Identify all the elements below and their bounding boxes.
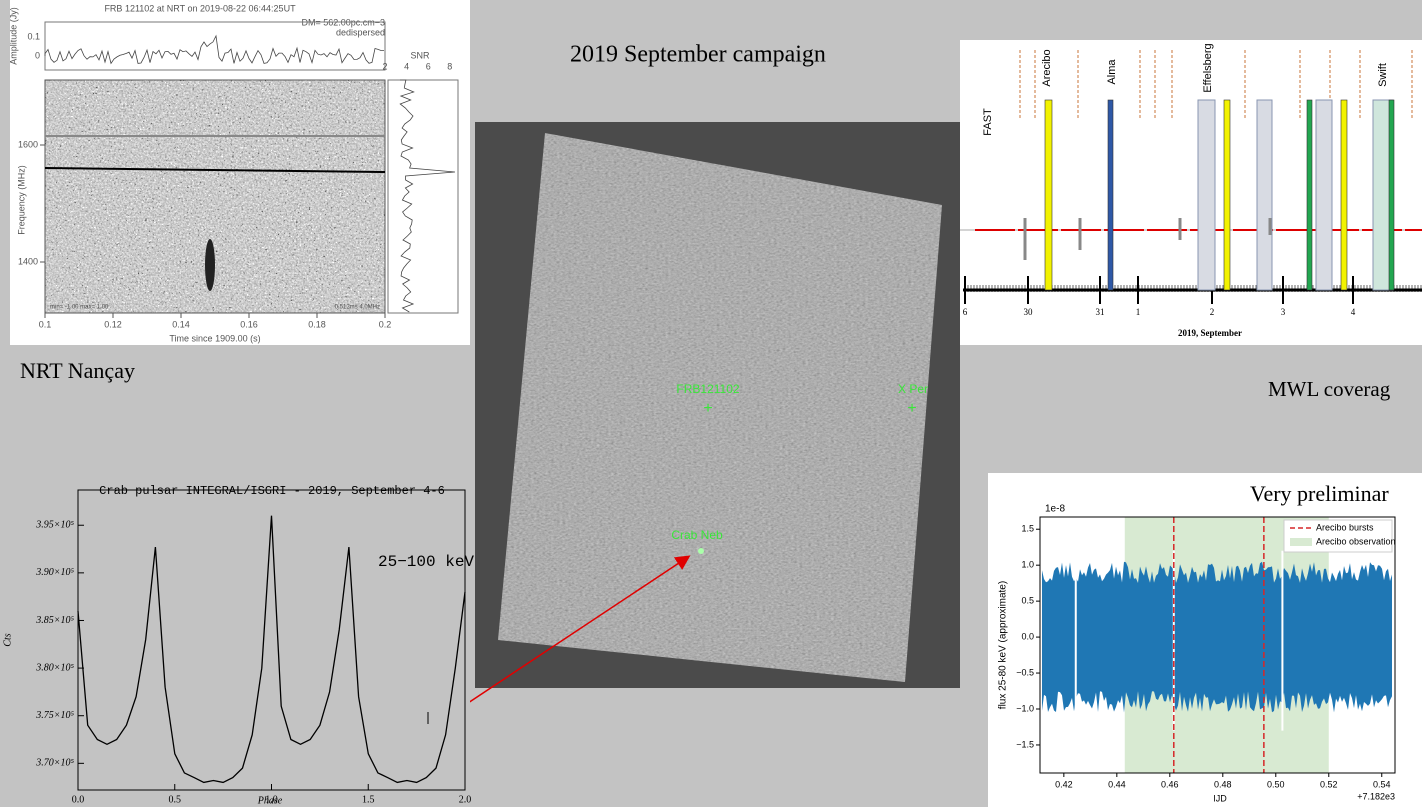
legend-swatch	[1290, 538, 1312, 546]
coverage-box	[1257, 100, 1272, 290]
y-tick-label: 1400	[18, 256, 38, 266]
y-tick-label: −1.0	[1016, 703, 1034, 713]
x-tick-label: 1.5	[362, 794, 375, 805]
y-tick-label: −0.5	[1016, 667, 1034, 677]
y-tick-label: 3.80×10⁵	[35, 662, 74, 673]
day-label: 31	[1096, 307, 1105, 317]
coverage-bar	[1108, 100, 1113, 290]
x-tick-label: 0.54	[1373, 779, 1391, 789]
y-tick-label: 1600	[18, 139, 38, 149]
preliminary-label: Very preliminar	[1250, 481, 1389, 506]
waterfall-title: FRB 121102 at NRT on 2019-08-22 06:44:25…	[104, 3, 296, 13]
mwl-label: MWL coverag	[1268, 377, 1391, 401]
snr-tick-label: 4	[404, 61, 409, 71]
mode-label: dedispersed	[336, 27, 385, 37]
y-tick-label: 3.85×10⁵	[35, 615, 74, 626]
legend-label: Arecibo bursts	[1316, 522, 1374, 532]
y-tick-label: 3.95×10⁵	[35, 520, 74, 531]
scale-label: 1e-8	[1045, 504, 1065, 515]
slide: 2019 September campaign NRT Nançay MWL c…	[0, 0, 1422, 807]
page: 2019 September campaign NRT Nançay MWL c…	[0, 0, 1422, 807]
x-tick-label: 0.2	[379, 319, 392, 329]
day-label: 3	[1281, 307, 1286, 317]
x-tick-label: 0.16	[240, 319, 258, 329]
coverage-bar	[1389, 100, 1394, 290]
x-tick-label: 0.0	[72, 794, 85, 805]
instrument-label: FAST	[982, 108, 994, 136]
coverage-bar	[1307, 100, 1312, 290]
day-label: 30	[1024, 307, 1034, 317]
source-marker: +	[907, 400, 916, 417]
freq-label: Frequency (MHz)	[16, 165, 26, 235]
y-tick-label: 3.70×10⁵	[35, 758, 74, 769]
offset-label: +7.182e3	[1357, 791, 1395, 801]
x-tick-label: 0.12	[104, 319, 122, 329]
amp-label: Amplitude (Jy)	[8, 7, 18, 65]
snr-tick-label: 8	[447, 61, 452, 71]
flux-band	[1042, 562, 1392, 713]
y-axis-label: Cts	[2, 633, 13, 646]
source-label: Crab Neb	[671, 528, 723, 542]
energy-label: 25−100 keV	[378, 553, 474, 571]
source-label: X Per	[898, 382, 928, 396]
burst-signal	[205, 239, 215, 291]
resolution-label: 0.512ms 4.0MHz	[335, 305, 380, 311]
x-tick-label: 0.50	[1267, 779, 1285, 789]
snr-label: SNR	[410, 50, 430, 60]
x-tick-label: 0.14	[172, 319, 190, 329]
y-tick-label: 3.75×10⁵	[35, 710, 74, 721]
slide-title: 2019 September campaign	[570, 42, 826, 68]
nrt-label: NRT Nançay	[20, 358, 135, 383]
instrument-label: Swift	[1377, 63, 1389, 87]
source-marker: +	[703, 400, 712, 417]
y-tick-label: 0	[35, 50, 40, 60]
coverage-box	[1316, 100, 1332, 290]
minmax-label: min= -1.00 max= 1.00	[50, 305, 109, 311]
y-tick-label: 3.90×10⁵	[35, 567, 74, 578]
y-axis-label: flux 25-80 keV (approximate)	[998, 581, 1009, 709]
coverage-bar	[1045, 100, 1052, 290]
waterfall-image	[45, 80, 385, 313]
day-label: 1	[1136, 307, 1141, 317]
instrument-label: Arecibo	[1041, 49, 1053, 86]
timeline-axis-label: 2019, September	[1178, 328, 1242, 338]
instrument-label: Alma	[1106, 59, 1118, 85]
x-tick-label: 0.52	[1320, 779, 1338, 789]
x-tick-label: 0.42	[1055, 779, 1073, 789]
day-label: 6	[963, 307, 968, 317]
x-tick-label: 0.18	[308, 319, 326, 329]
coverage-box	[1198, 100, 1215, 290]
snr-tick-label: 2	[382, 61, 387, 71]
x-tick-label: 0.44	[1108, 779, 1126, 789]
y-tick-label: 0.0	[1021, 631, 1034, 641]
y-tick-label: 1.0	[1021, 560, 1034, 570]
timeline-panel: 2019, September 6 30 31 1 2 3 4 FAST Arecibo Alma…	[960, 40, 1422, 345]
legend-label: Arecibo observation	[1316, 536, 1396, 546]
snr-tick-label: 6	[426, 61, 431, 71]
x-tick-label: 0.1	[39, 319, 52, 329]
source-label: FRB121102	[676, 382, 739, 396]
crab-source	[698, 548, 704, 554]
day-label: 4	[1351, 307, 1356, 317]
y-tick-label: 0.5	[1021, 596, 1034, 606]
crab-title: Crab pulsar INTEGRAL/ISGRI - 2019, Septe…	[99, 484, 445, 498]
sky-image	[495, 130, 945, 686]
instrument-label: Effelsberg	[1202, 43, 1214, 92]
coverage-bar	[1224, 100, 1230, 290]
coverage-bar	[1341, 100, 1347, 290]
y-tick-label: 0.1	[27, 31, 40, 41]
y-tick-label: 1.5	[1021, 524, 1034, 534]
x-tick-label: 1.0	[265, 794, 278, 805]
x-tick-label: 0.46	[1161, 779, 1179, 789]
y-tick-label: −1.5	[1016, 739, 1034, 749]
day-label: 2	[1210, 307, 1215, 317]
x-tick-label: 0.5	[169, 794, 182, 805]
x-axis-label: IJD	[1213, 793, 1227, 803]
x-tick-label: 2.0	[459, 794, 472, 805]
x-tick-label: 0.48	[1214, 779, 1232, 789]
time-label: Time since 1909.00 (s)	[169, 333, 260, 343]
